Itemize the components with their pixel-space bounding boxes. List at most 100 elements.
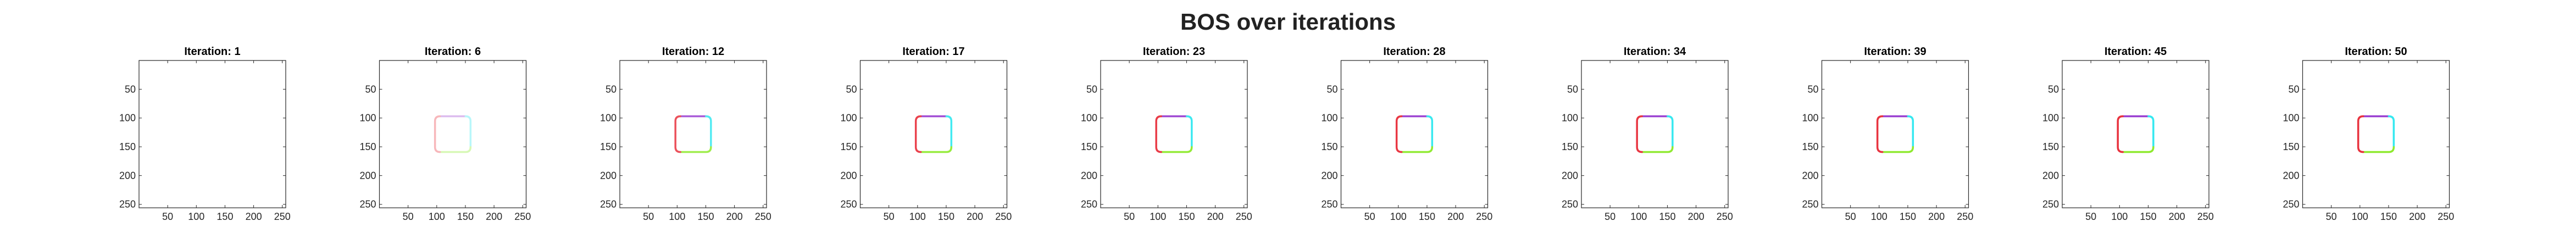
x-tick-label: 100 (188, 211, 204, 222)
panel-7: Iteration: 34 50 100 150 200 250 50 100 150 200 25… (1562, 46, 1733, 222)
y-tick-label: 250 (119, 199, 136, 210)
shape-edge-left (434, 115, 441, 153)
shape-edge-bottom (1160, 146, 1193, 153)
x-tick-label: 50 (2326, 211, 2337, 222)
panel-9: Iteration: 45 50 100 150 200 250 50 100 150 200 25… (2042, 46, 2214, 222)
x-tick-label: 50 (1605, 211, 1615, 222)
y-tick-label: 100 (1562, 113, 1578, 124)
x-tick-label: 250 (1476, 211, 1492, 222)
x-tick-label: 50 (1364, 211, 1375, 222)
x-tick-label: 250 (1236, 211, 1252, 222)
x-tick-label: 250 (2197, 211, 2214, 222)
x-tick-label: 150 (2140, 211, 2156, 222)
y-tick-label: 50 (606, 84, 617, 95)
x-tick-label: 50 (1845, 211, 1856, 222)
axes-frame (1100, 60, 1248, 208)
x-tick-label: 200 (1207, 211, 1224, 222)
x-tick-label: 100 (2352, 211, 2368, 222)
y-tick-label: 150 (1321, 141, 1337, 152)
y-tick-label: 250 (840, 199, 857, 210)
y-tick-label: 250 (1562, 199, 1578, 210)
shape-edge-left (2117, 115, 2124, 153)
x-tick-label: 100 (1150, 211, 1166, 222)
shape-edge-left (1636, 115, 1643, 153)
y-tick-label: 150 (840, 141, 857, 152)
y-tick-label: 200 (2042, 170, 2059, 181)
y-tick-label: 100 (840, 113, 857, 124)
x-tick-label: 250 (1717, 211, 1733, 222)
shape-edge-bottom (438, 146, 472, 153)
y-tick-label: 100 (1802, 113, 1818, 124)
y-tick-label: 200 (600, 170, 617, 181)
x-tick-label: 150 (457, 211, 474, 222)
shape-edge-bottom (1400, 146, 1434, 153)
y-tick-label: 150 (2283, 141, 2299, 152)
x-tick-label: 150 (1178, 211, 1195, 222)
x-tick-label: 200 (726, 211, 743, 222)
shape-edge-left (674, 115, 681, 153)
x-tick-label: 150 (1419, 211, 1435, 222)
x-tick-label: 200 (967, 211, 983, 222)
panel-6: Iteration: 28 50 100 150 200 250 50 100 150 200 25… (1321, 46, 1492, 222)
x-tick-label: 200 (2409, 211, 2425, 222)
panel-2: Iteration: 6 50 100 150 200 250 50 100 150 200 250 (359, 46, 531, 222)
panel-title: Iteration: 39 (1864, 46, 1926, 58)
y-tick-label: 100 (1081, 113, 1097, 124)
y-tick-label: 50 (1086, 84, 1097, 95)
y-tick-label: 200 (2283, 170, 2299, 181)
shape-edge-right (705, 115, 712, 148)
axes-frame (1581, 60, 1729, 208)
x-tick-label: 250 (995, 211, 1012, 222)
y-tick-label: 250 (1081, 199, 1097, 210)
panel-8: Iteration: 39 50 100 150 200 250 50 100 150 200 25… (1802, 46, 1973, 222)
x-tick-label: 150 (938, 211, 954, 222)
y-tick-label: 250 (2042, 199, 2059, 210)
panel-title: Iteration: 6 (425, 46, 481, 58)
shape-edge-right (2147, 115, 2155, 148)
y-tick-label: 50 (125, 84, 136, 95)
x-tick-label: 50 (162, 211, 173, 222)
y-tick-label: 100 (359, 113, 376, 124)
y-tick-label: 100 (119, 113, 136, 124)
axes-frame (619, 60, 767, 208)
shape-edge-left (914, 115, 922, 153)
x-tick-label: 200 (2169, 211, 2185, 222)
shape-edge-left (1395, 115, 1403, 153)
panel-title: Iteration: 28 (1383, 46, 1445, 58)
y-tick-label: 100 (1321, 113, 1337, 124)
x-tick-label: 100 (2111, 211, 2128, 222)
y-tick-label: 50 (846, 84, 857, 95)
x-tick-label: 250 (1957, 211, 1973, 222)
shape-edge-right (2388, 115, 2395, 148)
y-tick-label: 50 (2288, 84, 2299, 95)
y-tick-label: 150 (1081, 141, 1097, 152)
y-tick-label: 250 (1321, 199, 1337, 210)
x-tick-label: 100 (1630, 211, 1647, 222)
shape-edge-right (1426, 115, 1434, 148)
y-tick-label: 50 (1326, 84, 1337, 95)
shape-edge-bottom (2362, 146, 2395, 153)
shape-edge-bottom (2122, 146, 2155, 153)
y-tick-label: 250 (359, 199, 376, 210)
shape-edge-right (1186, 115, 1193, 148)
figure-title: BOS over iterations (1180, 9, 1396, 35)
x-tick-label: 100 (669, 211, 685, 222)
axes-frame (1340, 60, 1489, 208)
y-tick-label: 200 (119, 170, 136, 181)
shape-edge-bottom (1881, 146, 1914, 153)
x-tick-label: 250 (514, 211, 531, 222)
x-tick-label: 150 (1659, 211, 1675, 222)
panel-title: Iteration: 45 (2105, 46, 2167, 58)
axes-frame (379, 60, 527, 208)
shape-edge-left (1155, 115, 1162, 153)
shape-edge-left (2357, 115, 2364, 153)
y-tick-label: 200 (1321, 170, 1337, 181)
y-tick-label: 200 (1562, 170, 1578, 181)
x-tick-label: 150 (697, 211, 714, 222)
x-tick-label: 200 (1447, 211, 1464, 222)
y-tick-label: 200 (1802, 170, 1818, 181)
shape-edge-bottom (1641, 146, 1674, 153)
y-tick-label: 150 (119, 141, 136, 152)
x-tick-label: 200 (246, 211, 262, 222)
x-tick-label: 250 (755, 211, 771, 222)
